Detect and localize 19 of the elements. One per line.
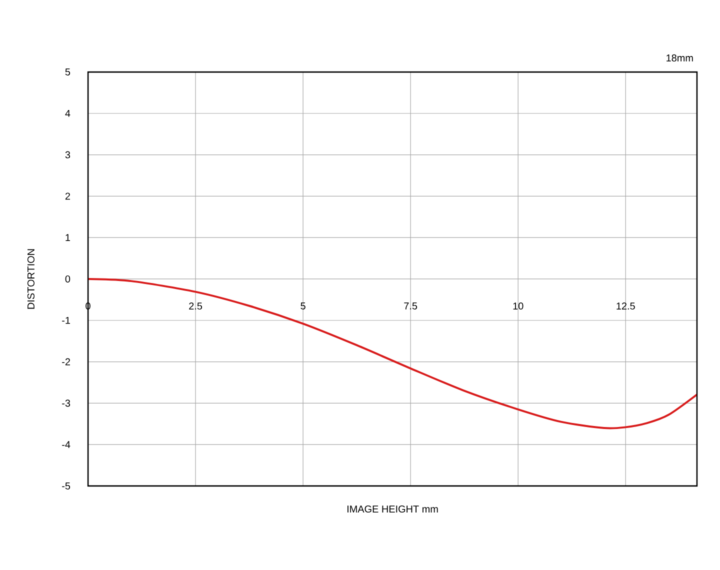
- y-tick-label: -3: [62, 400, 70, 407]
- y-tick-label: 4: [65, 110, 70, 117]
- chart-title: 18mm: [666, 54, 693, 62]
- x-axis-title: IMAGE HEIGHT mm: [347, 506, 438, 513]
- x-tick-label: 12.5: [616, 302, 635, 310]
- x-tick-label: 2.5: [189, 302, 202, 310]
- y-tick-label: 5: [65, 68, 70, 76]
- y-tick-label: 3: [65, 151, 70, 158]
- y-axis-title: DISTORTION: [27, 249, 34, 309]
- y-tick-label: 0: [65, 275, 70, 283]
- y-tick-label: -2: [62, 358, 70, 366]
- x-tick-label: 7.5: [404, 302, 418, 310]
- y-tick-label: 1: [66, 234, 70, 242]
- x-tick-label: 5: [300, 302, 306, 310]
- x-tick-label: 10: [513, 302, 524, 310]
- y-tick-label: 2: [65, 192, 70, 200]
- y-tick-label: -4: [62, 441, 70, 448]
- y-tick-label: -1: [62, 316, 70, 324]
- y-tick-label: -5: [62, 482, 70, 490]
